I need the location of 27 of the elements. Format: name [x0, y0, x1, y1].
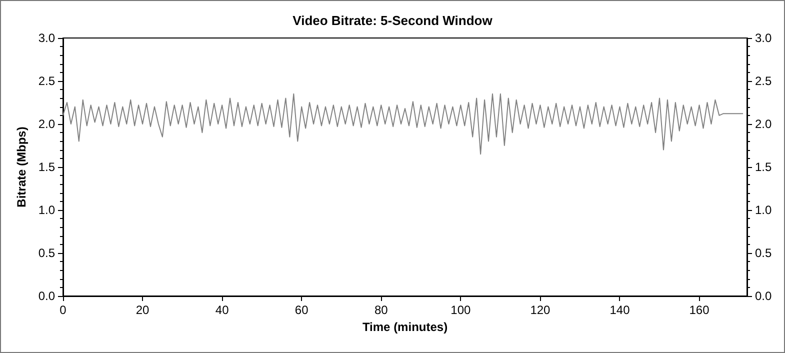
y-tick-label: 0.0: [38, 289, 56, 303]
y2-tick-label: 2.0: [755, 117, 772, 131]
y2-tick-label: 2.5: [755, 74, 772, 88]
y2-tick-label: 1.5: [755, 160, 772, 174]
y2-tick-label: 3.0: [755, 31, 772, 45]
y2-tick-label: 0.0: [755, 289, 772, 303]
y2-tick-label: 1.0: [755, 203, 772, 217]
x-tick-label: 80: [374, 303, 388, 317]
x-tick-label: 60: [294, 303, 309, 317]
y-tick-label: 1.0: [38, 203, 56, 217]
x-tick-label: 120: [530, 303, 551, 317]
y-tick-label: 1.5: [38, 160, 56, 174]
x-tick-label: 0: [60, 303, 67, 317]
x-tick-label: 100: [450, 303, 472, 317]
chart-title: Video Bitrate: 5-Second Window: [292, 13, 494, 28]
y2-tick-label: 0.5: [755, 246, 772, 260]
y-tick-label: 2.5: [38, 74, 56, 88]
y-tick-label: 2.0: [38, 117, 56, 131]
x-axis-title: Time (minutes): [362, 320, 448, 334]
y-tick-label: 0.5: [38, 246, 56, 260]
x-tick-label: 140: [610, 303, 630, 317]
y-axis-title: Bitrate (Mbps): [14, 126, 28, 208]
y-tick-label: 3.0: [38, 31, 56, 45]
x-tick-label: 160: [689, 303, 710, 317]
x-tick-label: 40: [215, 303, 230, 317]
line-series: [62, 93, 744, 155]
x-tick-label: 20: [136, 303, 150, 317]
